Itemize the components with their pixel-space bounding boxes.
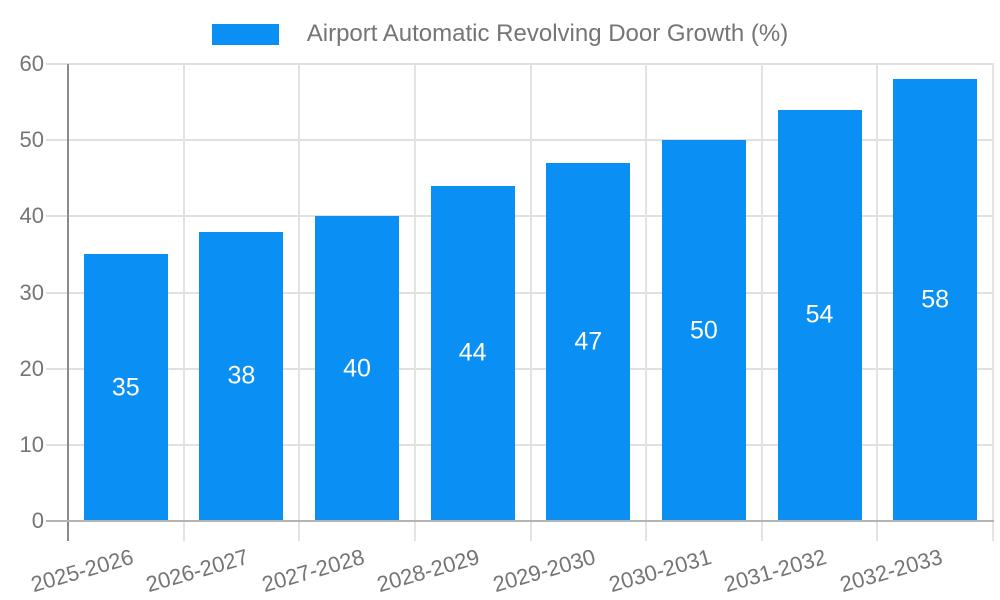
- gridline-vertical: [529, 64, 532, 541]
- gridline-vertical: [760, 64, 763, 541]
- x-axis-tick-label: 2026-2027: [143, 544, 252, 598]
- y-axis-tick-label: 30: [19, 279, 44, 305]
- y-axis-tick-label: 0: [31, 508, 44, 533]
- legend-series-label: Airport Automatic Revolving Door Growth …: [306, 20, 789, 47]
- bar: [546, 163, 631, 521]
- x-axis-line: [46, 520, 994, 522]
- y-axis-tick-label: 60: [19, 51, 44, 76]
- x-axis-tick-label: 2029-2030: [490, 544, 599, 598]
- legend-color-swatch: [211, 23, 279, 45]
- gridline-vertical: [298, 64, 301, 541]
- x-axis-tick-label: 2032-2033: [837, 544, 946, 598]
- x-axis-tick-label: 2025-2026: [27, 544, 136, 598]
- bar-value-label: 35: [111, 373, 140, 402]
- x-axis-tick-label: 2027-2028: [258, 544, 367, 598]
- bar-value-label: 44: [458, 338, 487, 367]
- x-axis-tick-label: 2028-2029: [374, 544, 483, 598]
- gridline-horizontal: [46, 291, 994, 294]
- y-axis-tick-label: 40: [19, 203, 44, 229]
- bar: [893, 79, 978, 521]
- gridline-horizontal: [46, 139, 994, 142]
- bar-value-label: 54: [805, 300, 834, 329]
- y-axis-tick-label: 50: [19, 127, 44, 153]
- bar-value-label: 58: [921, 285, 950, 314]
- bar-value-label: 38: [227, 361, 256, 390]
- bar: [430, 185, 515, 521]
- gridline-horizontal: [46, 215, 994, 218]
- bar: [83, 254, 168, 521]
- bar: [315, 216, 400, 521]
- bar-value-label: 47: [574, 327, 603, 356]
- gridline-vertical: [413, 64, 416, 541]
- y-axis-tick-label: 10: [19, 431, 44, 457]
- x-axis-tick-label: 2030-2031: [605, 544, 714, 598]
- gridline-vertical: [876, 64, 879, 541]
- y-axis-line: [67, 64, 69, 541]
- y-axis-tick-label: 20: [19, 355, 44, 381]
- bar: [777, 109, 862, 521]
- legend: Airport Automatic Revolving Door Growth …: [0, 20, 1000, 48]
- bar: [199, 231, 284, 521]
- gridline-horizontal: [46, 63, 994, 65]
- bar: [661, 140, 746, 521]
- x-axis-tick-label: 2031-2032: [721, 544, 830, 598]
- gridline-vertical: [645, 64, 648, 541]
- gridline-horizontal: [46, 443, 994, 446]
- bar-value-label: 40: [343, 354, 371, 383]
- gridline-vertical: [992, 64, 994, 541]
- gridline-vertical: [182, 64, 185, 541]
- bar-value-label: 50: [690, 316, 718, 345]
- gridline-horizontal: [46, 367, 994, 370]
